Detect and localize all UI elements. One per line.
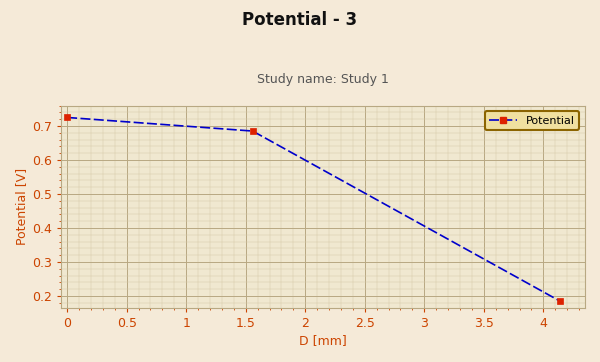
Legend: Potential: Potential: [485, 111, 580, 130]
Y-axis label: Potential [V]: Potential [V]: [15, 168, 28, 245]
Text: Potential - 3: Potential - 3: [242, 11, 358, 29]
Title: Study name: Study 1: Study name: Study 1: [257, 73, 389, 87]
X-axis label: D [mm]: D [mm]: [299, 334, 347, 347]
